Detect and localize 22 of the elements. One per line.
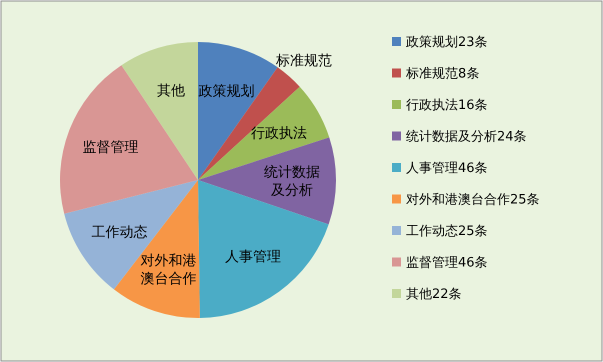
legend-label: 政策规划23条 xyxy=(406,35,488,50)
text: 行政执法 xyxy=(251,126,308,142)
text: 其他 xyxy=(156,83,185,100)
legend-label: 监督管理46条 xyxy=(406,256,488,270)
legend-label: 行政执法16条 xyxy=(406,98,488,113)
text: 标准规范 xyxy=(274,52,332,69)
text: 统计数据及分析 xyxy=(264,164,320,199)
legend-label: 对外和港澳台合作25条 xyxy=(406,192,540,208)
text: 监督管理 xyxy=(82,139,138,156)
pie-slice xyxy=(198,42,278,180)
text: 工作动态 xyxy=(92,224,148,241)
legend-label: 统计数据及分析24条 xyxy=(406,130,527,144)
legend-label: 标准规范8条 xyxy=(405,66,480,82)
legend-label: 工作动态25条 xyxy=(406,224,488,239)
pie-slice xyxy=(64,180,198,290)
text: 人事管理 xyxy=(225,248,282,265)
text: 对外和港澳台合作 xyxy=(140,253,196,288)
legend-label: 人事管理46条 xyxy=(406,161,488,176)
pie-slice xyxy=(60,65,198,214)
text: 政策规划 xyxy=(198,84,254,100)
legend-label: 其他22条 xyxy=(406,287,462,302)
pie-slice xyxy=(198,180,329,318)
